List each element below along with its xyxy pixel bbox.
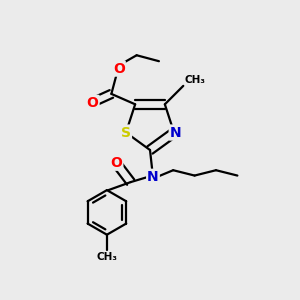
Text: CH₃: CH₃ xyxy=(96,252,117,262)
Text: S: S xyxy=(121,125,131,140)
Text: N: N xyxy=(170,125,181,140)
Text: O: O xyxy=(113,61,125,76)
Text: CH₃: CH₃ xyxy=(184,75,206,85)
Text: O: O xyxy=(110,156,122,170)
Text: N: N xyxy=(147,170,159,184)
Text: O: O xyxy=(87,96,99,110)
